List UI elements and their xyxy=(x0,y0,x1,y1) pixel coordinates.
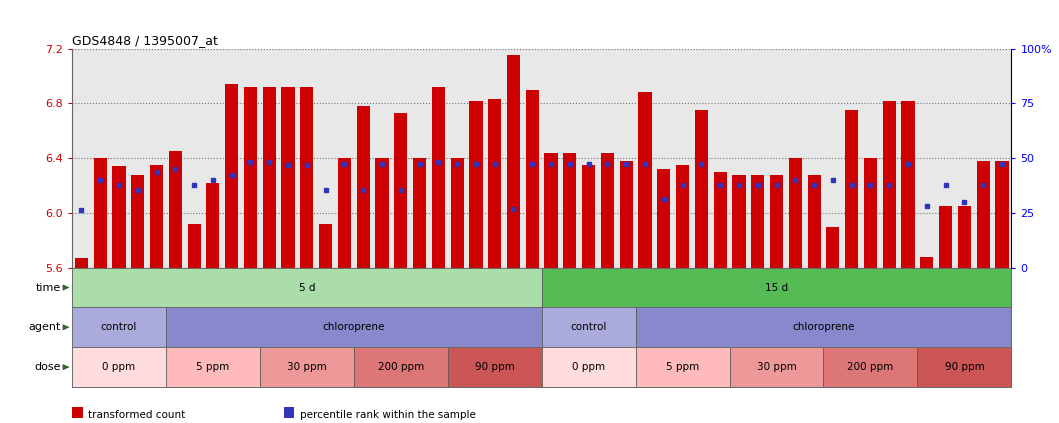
Bar xyxy=(525,90,539,268)
Bar xyxy=(826,227,840,268)
Bar xyxy=(864,158,877,268)
Bar xyxy=(413,158,426,268)
Bar xyxy=(507,55,520,268)
Bar xyxy=(730,347,824,387)
Bar xyxy=(976,161,990,268)
Bar xyxy=(789,158,802,268)
Bar xyxy=(450,158,464,268)
Bar xyxy=(226,84,238,268)
Bar xyxy=(901,101,915,268)
Bar xyxy=(770,175,783,268)
Text: dose: dose xyxy=(34,362,60,372)
Text: 200 ppm: 200 ppm xyxy=(378,362,424,372)
Bar xyxy=(542,268,1011,308)
Bar xyxy=(207,183,219,268)
Text: time: time xyxy=(36,283,60,293)
Bar xyxy=(995,161,1008,268)
Bar xyxy=(635,347,730,387)
Bar xyxy=(917,347,1011,387)
Bar xyxy=(600,153,614,268)
Text: control: control xyxy=(101,322,138,332)
Bar xyxy=(166,308,542,347)
Bar xyxy=(319,224,333,268)
Text: 200 ppm: 200 ppm xyxy=(847,362,894,372)
Text: 0 ppm: 0 ppm xyxy=(103,362,136,372)
Text: 0 ppm: 0 ppm xyxy=(572,362,605,372)
Bar xyxy=(658,169,670,268)
Bar xyxy=(824,347,917,387)
Text: 15 d: 15 d xyxy=(765,283,788,293)
Bar xyxy=(394,113,408,268)
Text: 30 ppm: 30 ppm xyxy=(756,362,796,372)
Bar xyxy=(338,158,351,268)
Bar xyxy=(808,175,821,268)
Text: 90 ppm: 90 ppm xyxy=(474,362,515,372)
Bar xyxy=(714,172,726,268)
Bar xyxy=(957,206,971,268)
Text: GDS4848 / 1395007_at: GDS4848 / 1395007_at xyxy=(72,35,218,47)
Bar xyxy=(920,257,933,268)
Bar xyxy=(131,175,144,268)
Bar xyxy=(695,110,707,268)
Bar xyxy=(354,347,448,387)
Bar xyxy=(376,158,389,268)
Bar xyxy=(676,165,689,268)
Text: 90 ppm: 90 ppm xyxy=(945,362,984,372)
Bar xyxy=(751,175,765,268)
Bar xyxy=(150,165,163,268)
Bar xyxy=(112,166,126,268)
Bar xyxy=(244,87,257,268)
Text: 5 ppm: 5 ppm xyxy=(666,362,699,372)
Bar xyxy=(639,93,651,268)
Bar xyxy=(635,308,1011,347)
Text: 5 ppm: 5 ppm xyxy=(196,362,230,372)
Bar xyxy=(72,308,166,347)
Bar xyxy=(93,158,107,268)
Bar xyxy=(72,347,166,387)
Text: chloroprene: chloroprene xyxy=(323,322,385,332)
Bar xyxy=(488,99,501,268)
Bar xyxy=(282,87,294,268)
Bar xyxy=(469,101,483,268)
Bar xyxy=(542,308,635,347)
Bar xyxy=(301,87,313,268)
Bar xyxy=(582,165,595,268)
Bar xyxy=(939,206,952,268)
Text: percentile rank within the sample: percentile rank within the sample xyxy=(300,410,475,420)
Text: 5 d: 5 d xyxy=(299,283,316,293)
Bar xyxy=(187,224,201,268)
Bar xyxy=(72,268,542,308)
Bar xyxy=(733,175,746,268)
Bar xyxy=(432,87,445,268)
Bar xyxy=(620,161,633,268)
Bar xyxy=(166,347,259,387)
Bar xyxy=(563,153,576,268)
Bar xyxy=(544,153,558,268)
Bar xyxy=(882,101,896,268)
Bar xyxy=(845,110,858,268)
Bar xyxy=(75,258,88,268)
Text: transformed count: transformed count xyxy=(88,410,185,420)
Bar xyxy=(357,106,370,268)
Text: chloroprene: chloroprene xyxy=(792,322,855,332)
Bar xyxy=(259,347,354,387)
Bar xyxy=(263,87,275,268)
Bar xyxy=(542,347,635,387)
Text: 30 ppm: 30 ppm xyxy=(287,362,327,372)
Text: control: control xyxy=(571,322,607,332)
Bar xyxy=(168,151,182,268)
Bar xyxy=(448,347,542,387)
Text: agent: agent xyxy=(29,322,60,332)
